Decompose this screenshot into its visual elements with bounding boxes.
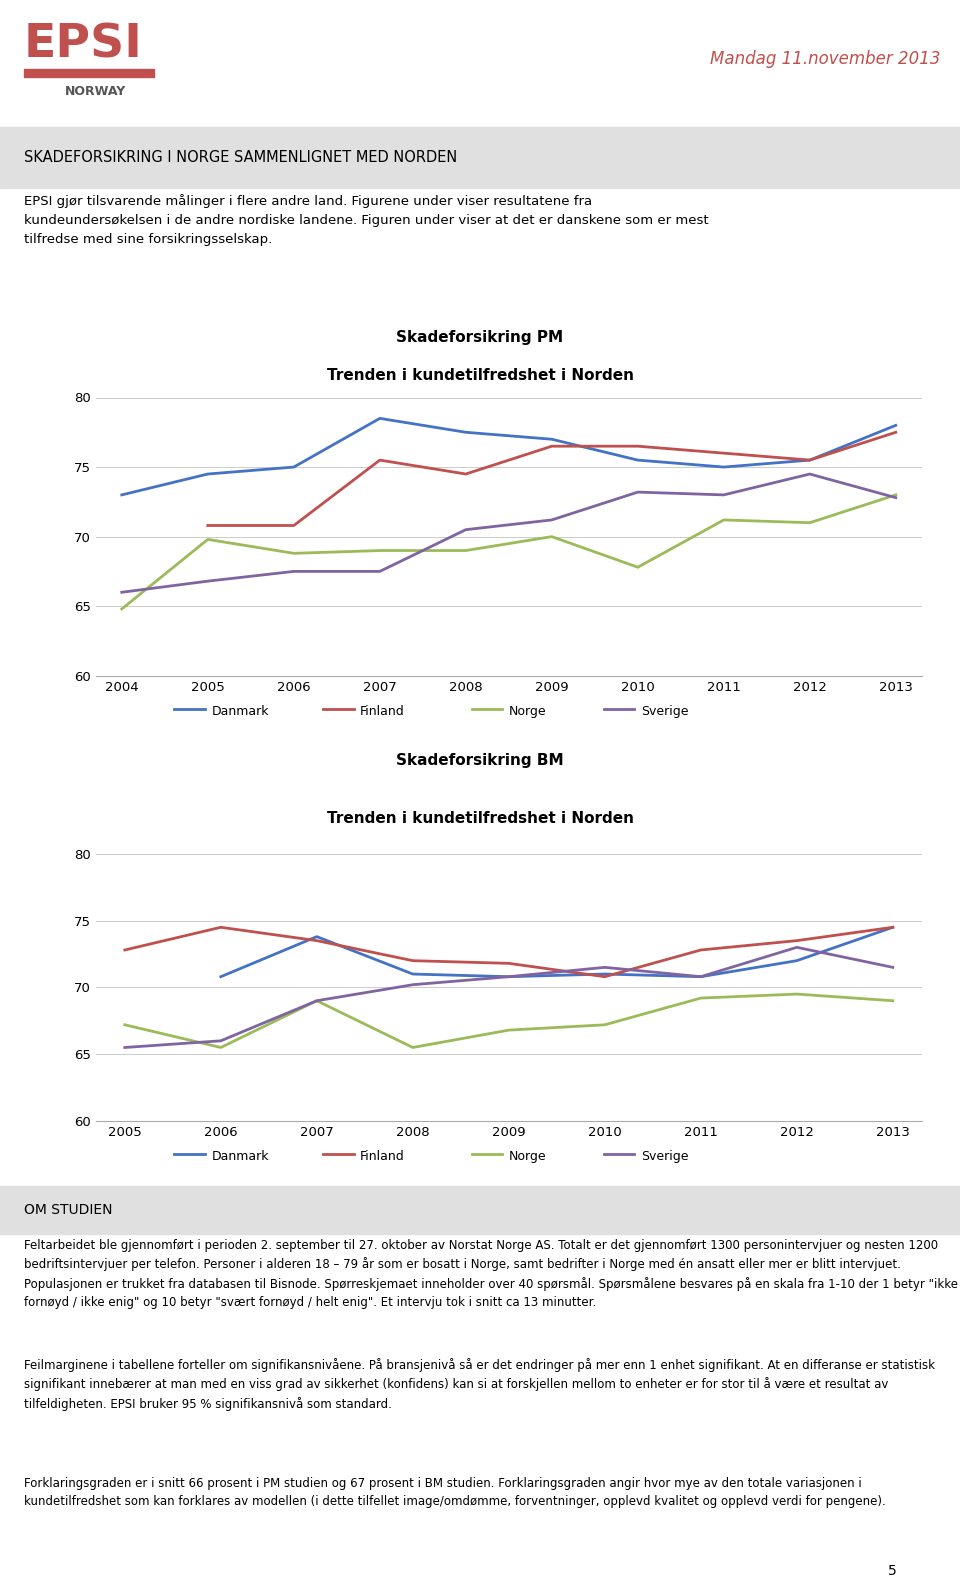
Text: Feltarbeidet ble gjennomført i perioden 2. september til 27. oktober av Norstat : Feltarbeidet ble gjennomført i perioden … bbox=[24, 1239, 958, 1309]
Text: Feilmarginene i tabellene forteller om signifikansnivåene. På bransjenivå så er : Feilmarginene i tabellene forteller om s… bbox=[24, 1358, 935, 1410]
Text: Forklaringsgraden er i snitt 66 prosent i PM studien og 67 prosent i BM studien.: Forklaringsgraden er i snitt 66 prosent … bbox=[24, 1477, 886, 1507]
Text: Danmark: Danmark bbox=[211, 706, 269, 719]
Text: Danmark: Danmark bbox=[211, 1151, 269, 1164]
Text: Trenden i kundetilfredshet i Norden: Trenden i kundetilfredshet i Norden bbox=[326, 811, 634, 827]
Text: Skadeforsikring BM: Skadeforsikring BM bbox=[396, 752, 564, 768]
Text: Mandag 11.november 2013: Mandag 11.november 2013 bbox=[710, 51, 941, 68]
Text: Norge: Norge bbox=[509, 1151, 546, 1164]
Text: Norge: Norge bbox=[509, 706, 546, 719]
Text: 5: 5 bbox=[888, 1565, 898, 1577]
Text: Trenden i kundetilfredshet i Norden: Trenden i kundetilfredshet i Norden bbox=[326, 367, 634, 383]
Text: EPSI gjør tilsvarende målinger i flere andre land. Figurene under viser resultat: EPSI gjør tilsvarende målinger i flere a… bbox=[24, 194, 708, 246]
Text: OM STUDIEN: OM STUDIEN bbox=[24, 1204, 112, 1216]
Text: SKADEFORSIKRING I NORGE SAMMENLIGNET MED NORDEN: SKADEFORSIKRING I NORGE SAMMENLIGNET MED… bbox=[24, 149, 457, 165]
Text: Finland: Finland bbox=[360, 1151, 405, 1164]
Text: Skadeforsikring PM: Skadeforsikring PM bbox=[396, 331, 564, 345]
Text: EPSI: EPSI bbox=[24, 22, 143, 68]
Text: Sverige: Sverige bbox=[641, 1151, 688, 1164]
Text: NORWAY: NORWAY bbox=[65, 84, 127, 97]
Bar bbox=[24, 68, 155, 78]
Text: Finland: Finland bbox=[360, 706, 405, 719]
Text: Sverige: Sverige bbox=[641, 706, 688, 719]
